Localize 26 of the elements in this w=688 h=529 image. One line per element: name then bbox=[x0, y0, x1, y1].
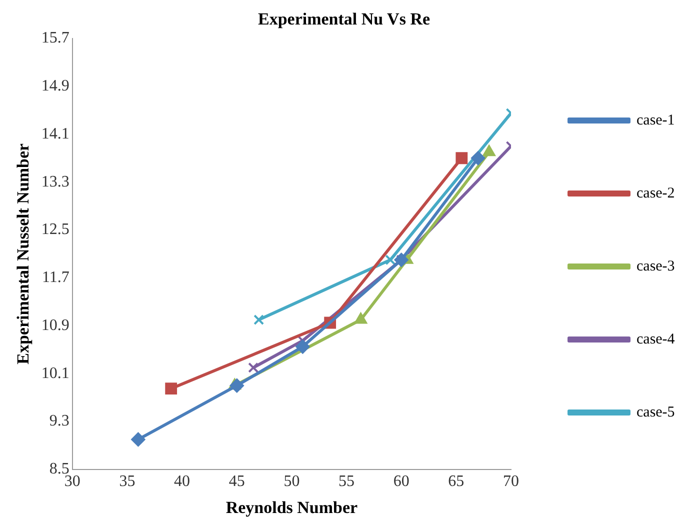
chart-title: Experimental Nu Vs Re bbox=[258, 10, 430, 29]
y-axis-title: Experimental Nusselt Number bbox=[14, 142, 33, 364]
legend-label: case-1 bbox=[636, 112, 675, 128]
y-tick-label: 9.3 bbox=[49, 412, 70, 430]
legend-label: case-4 bbox=[636, 331, 676, 348]
x-tick-label: 55 bbox=[338, 473, 355, 490]
y-tick-label: 10.1 bbox=[41, 364, 70, 382]
y-tick-label: 11.7 bbox=[42, 269, 70, 286]
y-tick-label: 14.1 bbox=[41, 125, 70, 142]
x-tick-label: 70 bbox=[503, 473, 519, 490]
legend-label: case-2 bbox=[636, 185, 675, 202]
x-tick-label: 45 bbox=[228, 473, 245, 490]
y-tick-label: 15.7 bbox=[41, 30, 70, 47]
x-tick-label: 30 bbox=[64, 473, 80, 490]
legend-label: case-5 bbox=[636, 404, 675, 420]
y-tick-label: 14.9 bbox=[41, 77, 70, 94]
y-tick-label: 10.9 bbox=[41, 316, 70, 334]
x-axis-title: Reynolds Number bbox=[226, 498, 358, 518]
x-tick-label: 60 bbox=[393, 473, 410, 490]
x-tick-label: 40 bbox=[174, 473, 190, 490]
y-tick-label: 13.3 bbox=[41, 173, 70, 190]
x-tick-label: 65 bbox=[448, 473, 464, 490]
x-tick-label: 50 bbox=[284, 473, 300, 490]
y-tick-label: 12.5 bbox=[41, 221, 70, 238]
legend-label: case-3 bbox=[636, 258, 675, 274]
x-tick-label: 35 bbox=[119, 473, 136, 490]
